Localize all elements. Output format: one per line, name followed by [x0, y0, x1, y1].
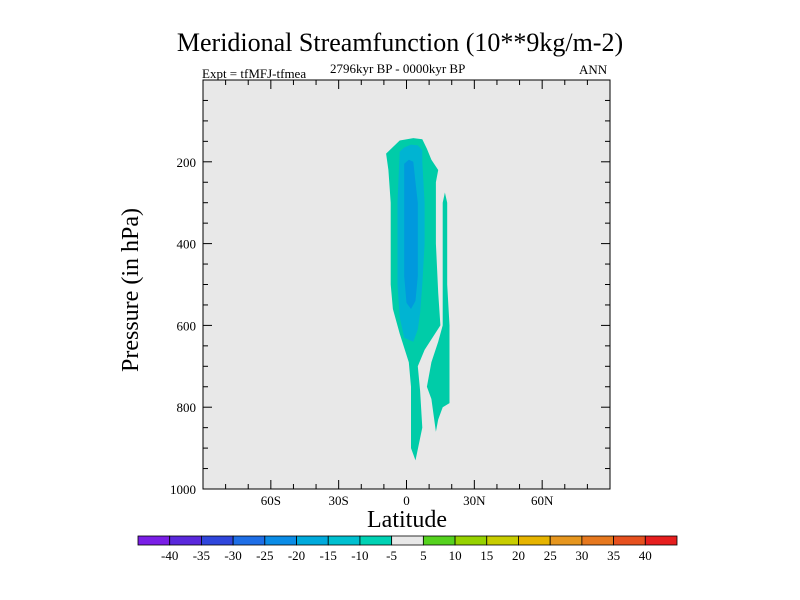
y-tick-label: 200 — [177, 155, 197, 170]
y-tick-label: 1000 — [170, 482, 196, 497]
colorbar-swatch — [486, 535, 519, 546]
colorbar-swatch — [613, 535, 646, 546]
colorbar-label: 20 — [512, 548, 525, 563]
tick-layer: 60S 30S 0 30N 60N 200 400 600 800 1000 — [170, 80, 610, 508]
contour-region — [404, 159, 418, 309]
colorbar-swatch — [137, 535, 171, 546]
x-axis-title: Latitude — [367, 507, 447, 533]
colorbar-label: 40 — [639, 548, 652, 563]
y-tick-label: 600 — [177, 318, 197, 333]
colorbar-swatch — [201, 535, 234, 546]
colorbar-label: -35 — [193, 548, 210, 563]
colorbar-swatch — [518, 535, 551, 546]
colorbar-label: -20 — [288, 548, 305, 563]
colorbar-label: -5 — [386, 548, 397, 563]
colorbar-swatch — [644, 535, 678, 546]
contour-region — [426, 192, 450, 432]
colorbar-swatch — [549, 535, 583, 546]
y-tick-label: 400 — [177, 237, 197, 252]
x-tick-label: 30N — [463, 493, 486, 508]
colorbar-swatch — [264, 535, 297, 546]
experiment-label: Expt = tfMFJ-tfmea — [202, 66, 307, 81]
colorbar: -40 -35 -30 -25 -20 -15 -10 -5 5 10 15 20 25 30 35 40 — [137, 535, 678, 563]
colorbar-label: -15 — [320, 548, 337, 563]
contour-layer — [386, 138, 450, 461]
colorbar-label: -25 — [256, 548, 273, 563]
season-label: ANN — [579, 62, 608, 77]
colorbar-label: 35 — [607, 548, 620, 563]
x-tick-label: 30S — [329, 493, 349, 508]
colorbar-label: 25 — [544, 548, 557, 563]
colorbar-label: 10 — [449, 548, 462, 563]
colorbar-swatch — [422, 535, 456, 546]
y-axis-title: Pressure (in hPa) — [118, 208, 144, 372]
colorbar-label: 15 — [480, 548, 493, 563]
x-tick-label: 0 — [403, 493, 410, 508]
chart-subtitle: 2796kyr BP - 0000kyr BP — [330, 61, 466, 76]
colorbar-label: -30 — [224, 548, 241, 563]
colorbar-swatch — [169, 535, 202, 546]
x-tick-label: 60S — [261, 493, 281, 508]
colorbar-label: 30 — [575, 548, 588, 563]
colorbar-swatch — [232, 535, 266, 546]
chart-title: Meridional Streamfunction (10**9kg/m-2) — [176, 28, 624, 57]
y-tick-label: 800 — [177, 400, 197, 415]
x-tick-label: 60N — [531, 493, 554, 508]
colorbar-label: -10 — [351, 548, 368, 563]
colorbar-swatch — [581, 535, 614, 546]
colorbar-swatch — [391, 535, 424, 546]
colorbar-swatch — [327, 535, 361, 546]
colorbar-label: 5 — [420, 548, 427, 563]
colorbar-swatch — [359, 535, 393, 546]
colorbar-swatch — [296, 535, 329, 546]
colorbar-label: -40 — [161, 548, 178, 563]
colorbar-swatch — [454, 535, 488, 546]
